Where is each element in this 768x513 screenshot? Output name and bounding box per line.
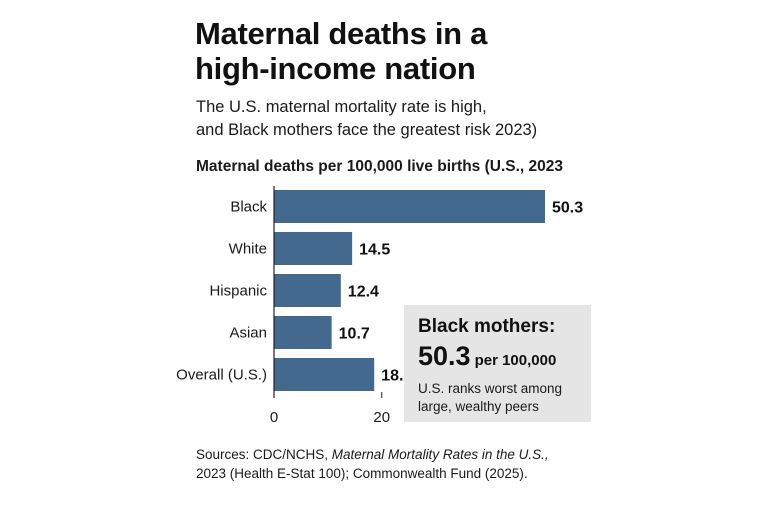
callout-heading: Black mothers: [418, 316, 556, 337]
value-label: 50.3 [552, 200, 583, 217]
sources-line-1: Sources: CDC/NCHS, Maternal Mortality Ra… [196, 445, 616, 464]
category-label: Overall (U.S.) [176, 367, 267, 384]
callout-value: 50.3 [418, 341, 471, 371]
title-line-2: high-income nation [195, 51, 476, 86]
value-label: 14.5 [359, 242, 390, 259]
category-label: Hispanic [209, 283, 267, 300]
callout-line-2: large, wealthy peers [418, 399, 539, 414]
subtitle-line-1: The U.S. maternal mortality rate is high… [196, 98, 487, 116]
value-label: 12.4 [348, 284, 379, 301]
callout-box: Black mothers: 50.3 per 100,000 U.S. rank… [404, 305, 591, 422]
sources-prefix: Sources: CDC/NCHS, [196, 447, 332, 462]
x-tick-label: 0 [270, 409, 278, 426]
chart-heading: Maternal deaths per 100,000 live births … [196, 158, 563, 175]
bar [274, 232, 353, 265]
bar [274, 274, 341, 307]
chart-subtitle: The U.S. maternal mortality rate is high… [196, 96, 616, 142]
callout-unit: per 100,000 [474, 352, 557, 369]
category-label: White [229, 241, 267, 258]
sources-line-2: 2023 (Health E-Stat 100); Commonwealth F… [196, 466, 528, 481]
callout-figure: 50.3 per 100,000 [418, 341, 577, 376]
value-label: 10.7 [339, 326, 370, 343]
bar [274, 190, 545, 223]
subtitle-line-2: and Black mothers face the greatest risk… [196, 121, 538, 139]
sources-title: Maternal Mortality Rates in the U.S., [331, 447, 549, 462]
callout-line-1: U.S. ranks worst among [418, 381, 563, 396]
title-line-1: Maternal deaths in a [195, 16, 488, 51]
bar [274, 358, 375, 391]
category-label: Asian [229, 325, 267, 342]
sources-note: Sources: CDC/NCHS, Maternal Mortality Ra… [196, 445, 616, 483]
x-tick-label: 20 [373, 409, 390, 426]
bar [274, 316, 332, 349]
category-label: Black [230, 199, 267, 216]
callout-description: U.S. ranks worst among large, wealthy pe… [418, 380, 577, 416]
chart-title: Maternal deaths in a high-income nation [195, 16, 615, 86]
